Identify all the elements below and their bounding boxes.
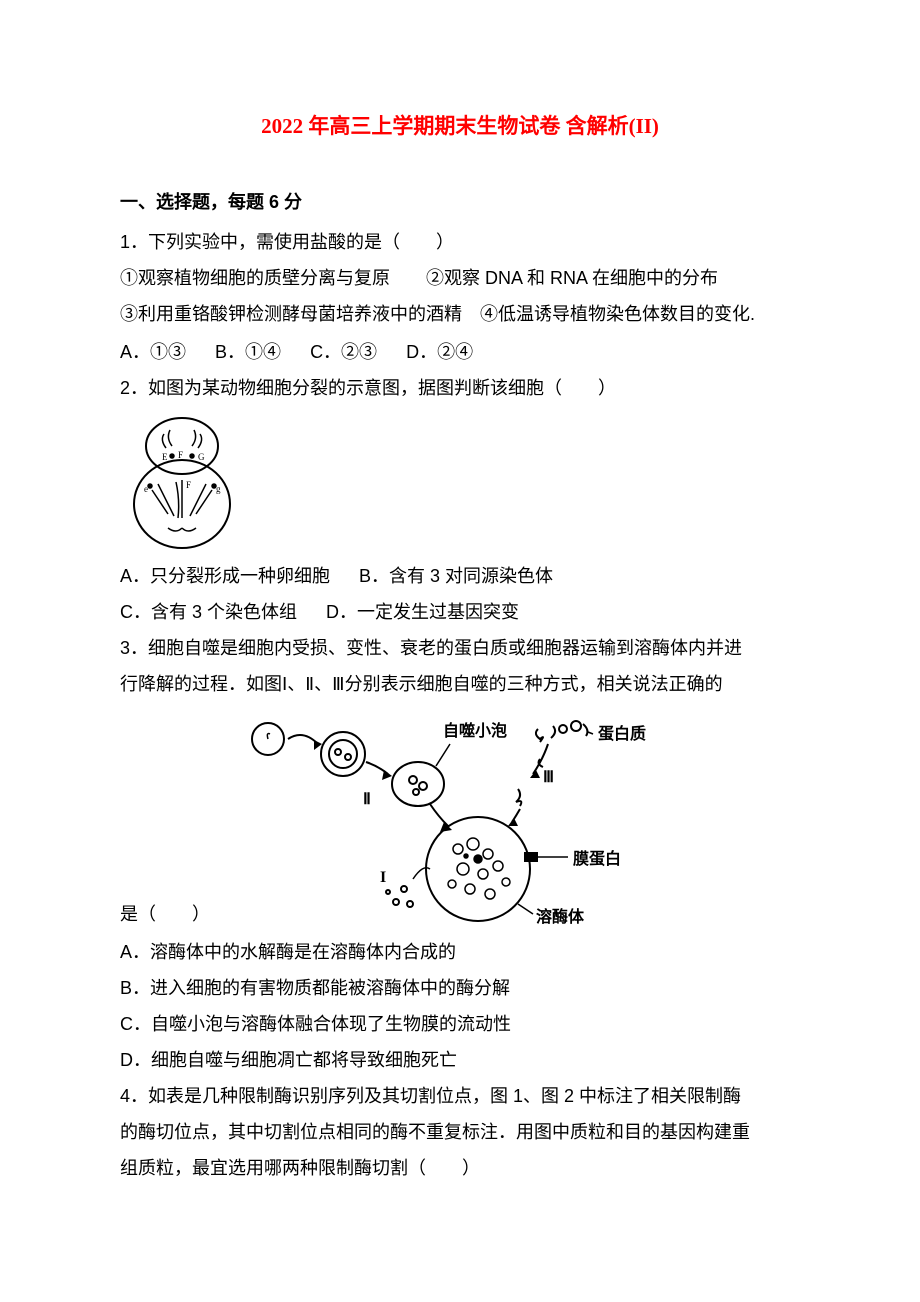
q1-options: A．①③ B．①④ C．②③ D．②④ [120,334,800,370]
section-header: 一、选择题，每题 6 分 [120,188,800,214]
q3-stem-b: 行降解的过程．如图Ⅰ、Ⅱ、Ⅲ分别表示细胞自噬的三种方式，相关说法正确的 [120,666,800,702]
q3-figure: 自噬小泡 Ⅱ [218,704,648,934]
q1-option-c: C．②③ [310,342,377,362]
q1-stem: 1．下列实验中，需使用盐酸的是（ ） [120,224,800,260]
q3-options: A．溶酶体中的水解酶是在溶酶体内合成的 B．进入细胞的有害物质都能被溶酶体中的酶… [120,934,800,1078]
svg-text:e: e [144,484,148,494]
question-2: 2．如图为某动物细胞分裂的示意图，据图判断该细胞（ ） [120,370,800,406]
q3-option-c: C．自噬小泡与溶酶体融合体现了生物膜的流动性 [120,1006,800,1042]
svg-text:g: g [216,484,221,494]
q1-sub2: ③利用重铬酸钾检测酵母菌培养液中的酒精 ④低温诱导植物染色体数目的变化. [120,296,800,332]
q3-stem-a: 3．细胞自噬是细胞内受损、变性、衰老的蛋白质或细胞器运输到溶酶体内并进 [120,630,800,666]
q1-option-b: B．①④ [215,342,281,362]
svg-text:G: G [198,452,205,462]
svg-text:F: F [178,450,183,460]
question-4: 4．如表是几种限制酶识别序列及其切割位点，图 1、图 2 中标注了相关限制酶 的… [120,1078,800,1186]
q4-line2: 的酶切位点，其中切割位点相同的酶不重复标注．用图中质粒和目的基因构建重 [120,1114,800,1150]
svg-text:F: F [186,480,191,490]
svg-text:I: I [380,869,386,886]
q4-line3: 组质粒，最宜选用哪两种限制酶切割（ ） [120,1150,800,1186]
svg-text:Ⅱ: Ⅱ [363,791,371,808]
q3-stem-c: 是（ ） [120,904,210,924]
svg-text:自噬小泡: 自噬小泡 [443,721,507,740]
q3-option-b: B．进入细胞的有害物质都能被溶酶体中的酶分解 [120,970,800,1006]
q3-option-d: D．细胞自噬与细胞凋亡都将导致细胞死亡 [120,1042,800,1078]
q2-option-c: C．含有 3 个染色体组 [120,602,297,622]
q2-options-2: C．含有 3 个染色体组 D．一定发生过基因突变 [120,594,800,630]
q1-option-a: A．①③ [120,342,186,362]
q1-sub1: ①观察植物细胞的质壁分离与复原 ②观察 DNA 和 RNA 在细胞中的分布 [120,260,800,296]
q3-option-a: A．溶酶体中的水解酶是在溶酶体内合成的 [120,934,800,970]
svg-text:溶酶体: 溶酶体 [536,907,585,926]
exam-title: 2022 年高三上学期期末生物试卷 含解析(II) [120,110,800,140]
q4-line1: 4．如表是几种限制酶识别序列及其切割位点，图 1、图 2 中标注了相关限制酶 [120,1078,800,1114]
q2-options: A．只分裂形成一种卵细胞 B．含有 3 对同源染色体 [120,558,800,594]
q2-option-d: D．一定发生过基因突变 [326,602,519,622]
q3-stem-c-wrap: 是（ ） [120,896,210,932]
question-3: 3．细胞自噬是细胞内受损、变性、衰老的蛋白质或细胞器运输到溶酶体内并进 行降解的… [120,630,800,702]
q2-stem: 2．如图为某动物细胞分裂的示意图，据图判断该细胞（ ） [120,370,800,406]
q1-option-d: D．②④ [406,342,473,362]
svg-text:膜蛋白: 膜蛋白 [573,849,621,868]
svg-text:E: E [162,452,168,462]
q2-figure: E G F e g F [120,412,800,552]
svg-text:Ⅲ: Ⅲ [543,769,554,786]
svg-text:蛋白质: 蛋白质 [598,724,646,743]
q2-option-b: B．含有 3 对同源染色体 [359,566,553,586]
question-1: 1．下列实验中，需使用盐酸的是（ ） ①观察植物细胞的质壁分离与复原 ②观察 D… [120,224,800,332]
q2-option-a: A．只分裂形成一种卵细胞 [120,566,330,586]
